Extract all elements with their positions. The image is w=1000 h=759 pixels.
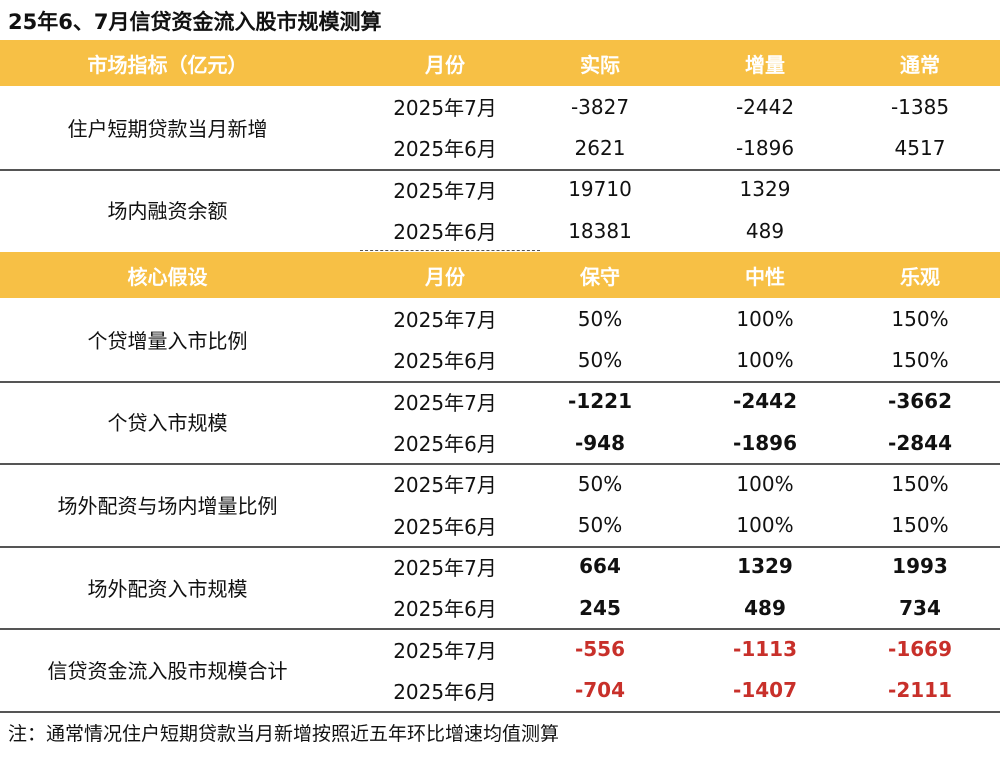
cell: 50% <box>577 471 623 496</box>
cell: 489 <box>744 595 786 620</box>
cell: 2025年6月 <box>393 349 497 374</box>
cell: 2025年7月 <box>393 555 497 580</box>
header-cell: 保守 <box>580 264 620 289</box>
title: 25年6、7月信贷资金流入股市规模测算 <box>8 10 382 34</box>
cell: 50% <box>577 347 623 372</box>
cell: -556 <box>574 637 626 662</box>
cell: 50% <box>577 513 623 538</box>
cell: 664 <box>579 554 621 579</box>
header-row: 核心假设 月份 保守 中性 乐观 <box>0 252 1000 298</box>
group-label: 场内融资余额 <box>107 199 228 224</box>
group-label: 场外配资与场内增量比例 <box>57 493 278 518</box>
cell: 100% <box>736 471 794 496</box>
cell: 2025年6月 <box>393 679 497 704</box>
header-cell: 增量 <box>745 52 785 77</box>
cell: 2621 <box>574 135 626 160</box>
cell: 2025年7月 <box>393 638 497 663</box>
row-separator <box>360 250 540 252</box>
header-cell: 乐观 <box>900 264 940 289</box>
cell: 734 <box>899 595 941 620</box>
cell: -1113 <box>733 637 797 662</box>
cell: -3662 <box>888 389 952 414</box>
cell: 2025年6月 <box>393 514 497 539</box>
cell: 100% <box>736 347 794 372</box>
cell: 2025年7月 <box>393 473 497 498</box>
cell: 1329 <box>739 177 791 202</box>
cell: 150% <box>891 347 949 372</box>
cell: -1896 <box>735 135 795 160</box>
header-cell: 核心假设 <box>127 264 208 289</box>
header-cell: 实际 <box>580 52 620 77</box>
header-cell: 市场指标（亿元） <box>87 52 248 77</box>
cell: -2442 <box>735 94 795 119</box>
cell: 2025年7月 <box>393 178 497 203</box>
cell: 245 <box>579 595 621 620</box>
group-label: 信贷资金流入股市规模合计 <box>47 659 288 684</box>
header-cell: 月份 <box>425 264 465 289</box>
cell: -2844 <box>888 430 952 455</box>
group-label: 场外配资入市规模 <box>87 576 248 601</box>
cell: 2025年6月 <box>393 432 497 457</box>
cell: 2025年7月 <box>393 390 497 415</box>
cell: -1221 <box>568 389 632 414</box>
cell: 4517 <box>894 135 946 160</box>
header-cell: 通常 <box>900 52 940 77</box>
row-separator <box>0 463 1000 466</box>
cell: -1407 <box>733 678 797 703</box>
cell: -3827 <box>570 94 630 119</box>
cell: 150% <box>891 471 949 496</box>
cell: 50% <box>577 306 623 331</box>
header-cell: 中性 <box>745 264 785 289</box>
cell: -948 <box>574 430 626 455</box>
row-separator <box>0 380 1000 383</box>
cell: 1993 <box>892 554 948 579</box>
group-label: 住户短期贷款当月新增 <box>67 116 268 141</box>
cell: -704 <box>574 678 626 703</box>
cell: -2111 <box>888 678 952 703</box>
cell: 18381 <box>568 218 632 243</box>
cell: 19710 <box>568 177 632 202</box>
cell: 100% <box>736 513 794 538</box>
cell: -1896 <box>733 430 797 455</box>
cell: 100% <box>736 306 794 331</box>
cell: 150% <box>891 306 949 331</box>
cell: 1329 <box>737 554 793 579</box>
cell: -1669 <box>888 637 952 662</box>
header-cell: 月份 <box>425 52 465 77</box>
cell: 489 <box>745 218 785 243</box>
cell: 2025年6月 <box>393 220 497 245</box>
cell: 2025年7月 <box>393 308 497 333</box>
row-separator <box>0 545 1000 548</box>
row-separator <box>0 628 1000 631</box>
group-label: 个贷增量入市比例 <box>87 328 248 353</box>
cell: -1385 <box>890 94 950 119</box>
row-separator <box>0 711 1000 713</box>
group-label: 个贷入市规模 <box>107 411 228 436</box>
cell: -2442 <box>733 389 797 414</box>
row-separator <box>0 168 1000 171</box>
cell: 150% <box>891 513 949 538</box>
cell: 2025年6月 <box>393 597 497 622</box>
cell: 2025年7月 <box>393 96 497 121</box>
header-row: 市场指标（亿元） 月份 实际 增量 通常 <box>0 40 1000 86</box>
note: 注：通常情况住户短期贷款当月新增按照近五年环比增速均值测算 <box>8 722 560 745</box>
cell: 2025年6月 <box>393 137 497 162</box>
